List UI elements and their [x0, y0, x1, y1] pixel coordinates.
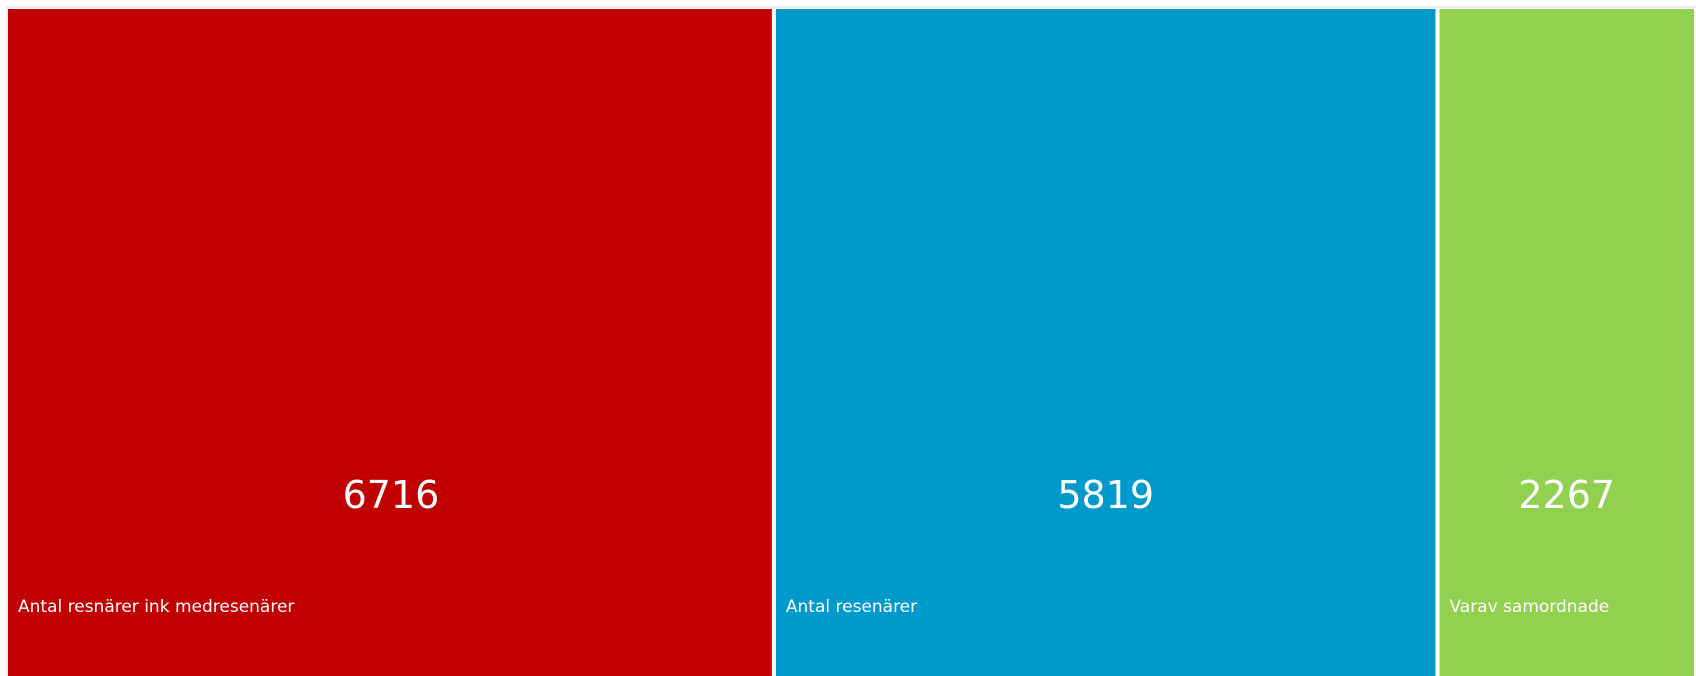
treemap-tiles: 6716 Antal resnärer ink medresenärer 5819 A…: [8, 9, 1694, 676]
treemap-tile: [8, 9, 772, 676]
tile-value: 6716: [343, 473, 440, 517]
treemap-tile: [1439, 9, 1694, 676]
tile-value: 2267: [1518, 473, 1615, 517]
tile-label: Antal resenärer: [786, 597, 917, 617]
tile-label: Varav samordnade: [1449, 597, 1609, 617]
treemap-tile: [775, 9, 1436, 676]
tile-label: Antal resnärer ink medresenärer: [18, 597, 294, 617]
tile-value: 5819: [1057, 473, 1154, 517]
